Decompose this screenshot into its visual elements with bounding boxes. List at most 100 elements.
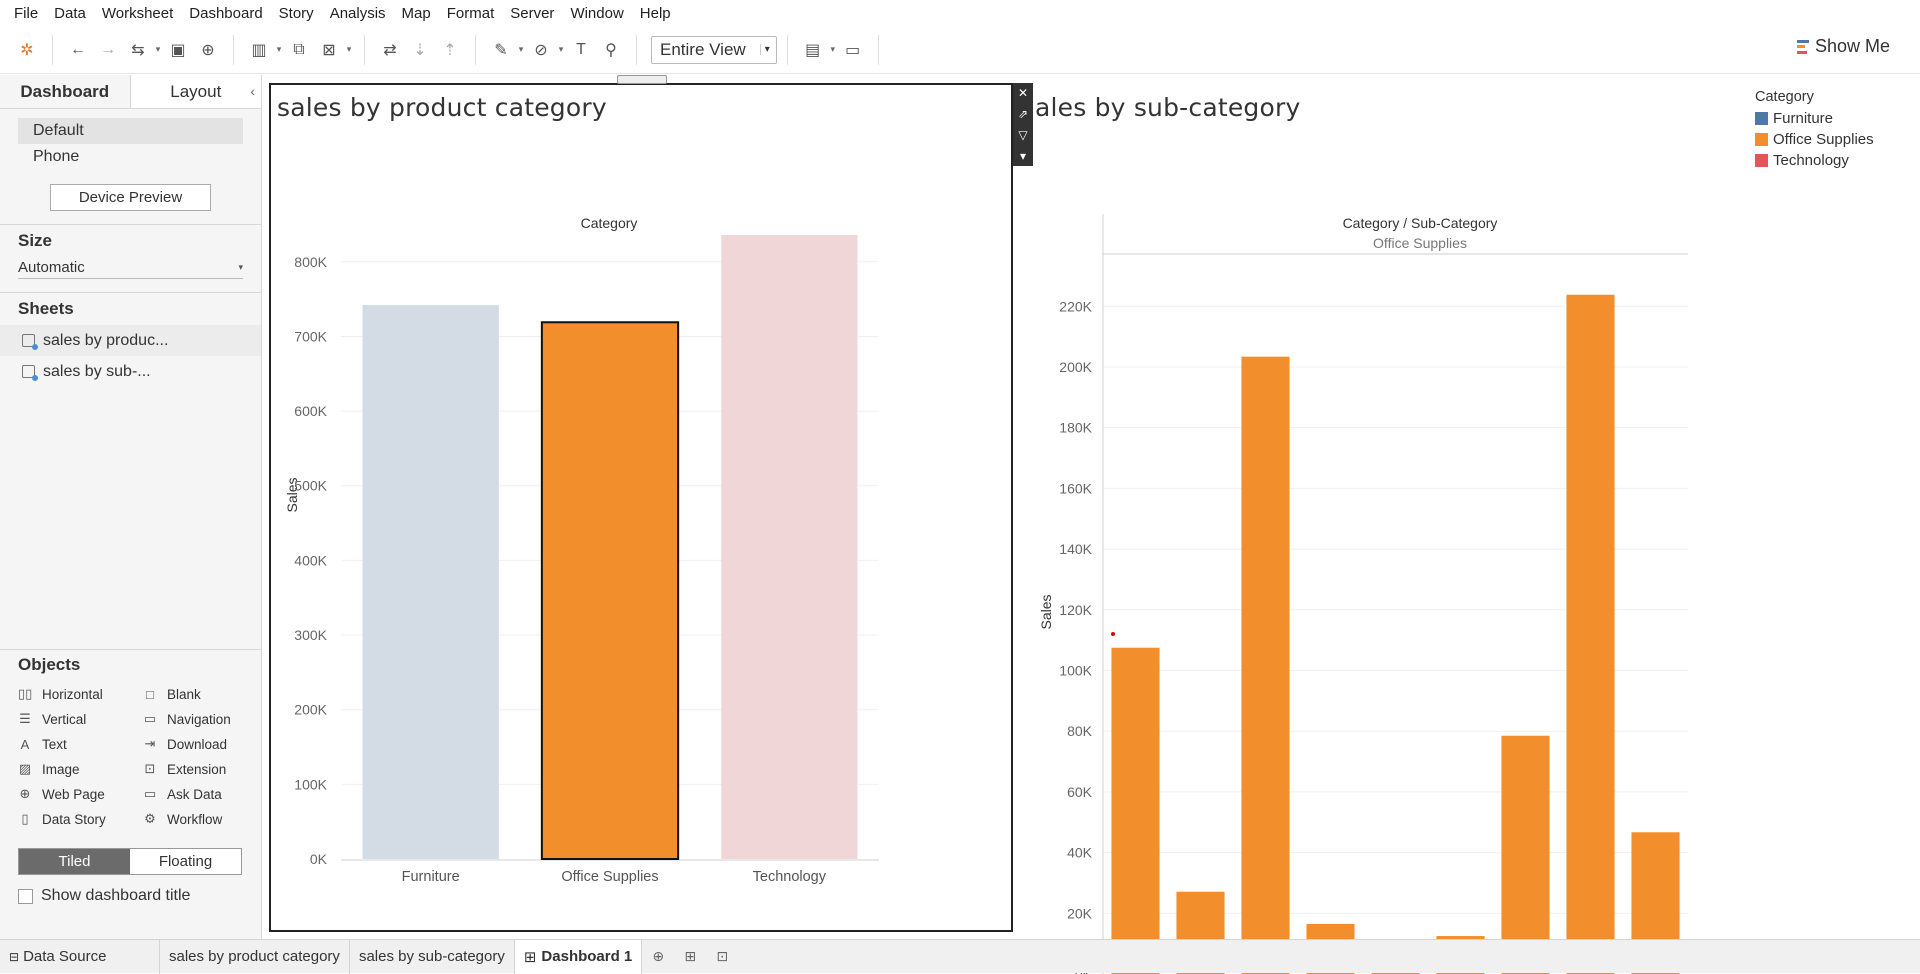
object-navigation[interactable]: ▭ Navigation	[143, 710, 268, 728]
fit-dropdown[interactable]: Entire View ▾	[651, 35, 777, 64]
object-web-page[interactable]: ⊕ Web Page	[18, 785, 143, 803]
legend-item[interactable]: Furniture	[1755, 108, 1915, 129]
new-worksheet-icon[interactable]: ▥	[251, 41, 267, 59]
size-dropdown[interactable]: Automatic ▾	[18, 257, 243, 279]
tableau-logo-icon[interactable]: ✲	[20, 41, 34, 59]
menu-server[interactable]: Server	[510, 4, 555, 22]
menu-worksheet[interactable]: Worksheet	[101, 4, 174, 22]
menu-format[interactable]: Format	[446, 4, 495, 22]
device-phone[interactable]: Phone	[33, 148, 80, 165]
floating-button[interactable]: Floating	[130, 849, 241, 874]
menu-help[interactable]: Help	[639, 4, 671, 22]
object-extension[interactable]: ⊡ Extension	[143, 760, 268, 778]
use-as-filter-icon[interactable]: ⇗	[1017, 107, 1029, 122]
object-vertical[interactable]: ☰ Vertical	[18, 710, 143, 728]
redo-icon[interactable]: →	[100, 40, 116, 58]
show-cards-icon[interactable]: ▤	[805, 41, 821, 59]
replay-dropdown-icon[interactable]: ▾	[155, 44, 161, 54]
download-icon: ⇥	[144, 736, 156, 751]
menu-analysis[interactable]: Analysis	[329, 4, 386, 22]
chart-sales-by-subcategory[interactable]: Category / Sub-Category Office Supplies …	[1013, 135, 1773, 974]
bar[interactable]	[540, 321, 680, 861]
highlight-dropdown-icon[interactable]: ▾	[518, 44, 524, 54]
legend-item[interactable]: Office Supplies	[1755, 129, 1915, 150]
menu-story[interactable]: Story	[278, 4, 314, 22]
sheet-item-sales-by-product[interactable]: sales by produc...	[0, 325, 261, 356]
menu-file[interactable]: File	[14, 4, 39, 22]
tiled-button[interactable]: Tiled	[19, 849, 130, 874]
menu-window[interactable]: Window	[570, 4, 624, 22]
show-title-checkbox[interactable]	[18, 888, 33, 904]
undo-icon[interactable]: ←	[70, 40, 86, 58]
tab-sheet-product[interactable]: sales by product category	[160, 939, 350, 974]
menu-dashboard[interactable]: Dashboard	[189, 4, 263, 22]
new-worksheet-dropdown-icon[interactable]: ▾	[276, 44, 282, 54]
swap-rows-columns-icon[interactable]: ⇄	[383, 41, 397, 59]
object-label: Extension	[167, 761, 227, 777]
bar[interactable]	[721, 234, 858, 860]
duplicate-sheet-icon[interactable]: ⧉	[293, 40, 305, 58]
presentation-mode-icon[interactable]: ▭	[845, 41, 861, 59]
new-data-source-icon[interactable]: ⊕	[201, 41, 215, 59]
drag-handle[interactable]	[617, 75, 667, 84]
show-me-button[interactable]: Show Me	[1796, 36, 1890, 57]
menu-map[interactable]: Map	[401, 4, 431, 22]
filter-icon[interactable]: ▽	[1018, 127, 1028, 142]
show-dashboard-title-option[interactable]: Show dashboard title	[18, 887, 262, 905]
close-icon[interactable]: ✕	[1017, 86, 1029, 101]
tab-dashboard[interactable]: Dashboard	[0, 75, 131, 108]
object-workflow[interactable]: ⚙ Workflow	[143, 810, 268, 828]
new-worksheet-icon[interactable]: ⊕	[652, 948, 665, 964]
y-tick-label: 220K	[1059, 298, 1092, 314]
pin-axes-icon[interactable]: ⚲	[605, 41, 617, 59]
object-horizontal[interactable]: ▯▯ Horizontal	[18, 685, 143, 703]
sort-ascending-icon[interactable]: ⇣	[413, 41, 427, 59]
collapse-panel-icon[interactable]: ‹	[250, 83, 255, 99]
tab-data-source[interactable]: ⊟ Data Source	[0, 939, 160, 974]
device-default[interactable]: Default	[18, 118, 243, 144]
category-legend[interactable]: Category Furniture Office Supplies Techn…	[1755, 89, 1915, 171]
menu-data[interactable]: Data	[54, 4, 86, 22]
chart2-y-ticks: 0K20K40K60K80K100K120K140K160K180K200K22…	[1059, 298, 1092, 974]
replay-icon[interactable]: ⇆	[131, 41, 145, 59]
bar[interactable]	[1566, 294, 1615, 974]
selected-zone-frame[interactable]	[269, 83, 1013, 932]
sheet-item-sales-by-sub[interactable]: sales by sub-...	[0, 356, 261, 387]
clear-sheet-dropdown-icon[interactable]: ▾	[346, 44, 352, 54]
new-dashboard-icon[interactable]: ⊞	[684, 948, 697, 964]
tab-sheet-subcategory[interactable]: sales by sub-category	[350, 939, 515, 974]
bar[interactable]	[1241, 356, 1290, 974]
object-ask-data[interactable]: ▭ Ask Data	[143, 785, 268, 803]
section-divider	[0, 649, 262, 650]
save-icon[interactable]: ▣	[170, 41, 186, 59]
object-data-story[interactable]: ▯ Data Story	[18, 810, 143, 828]
bar[interactable]	[362, 305, 499, 859]
y-tick-label: 700K	[294, 328, 327, 344]
object-download[interactable]: ⇥ Download	[143, 735, 268, 753]
objects-section: Objects ▯▯ Horizontal □ Blank ☰ Vertical ▭ N…	[0, 649, 262, 905]
y-tick-label: 100K	[294, 776, 327, 792]
tab-layout[interactable]: Layout	[130, 75, 261, 108]
new-story-icon[interactable]: ⊡	[716, 948, 729, 964]
web-page-icon: ⊕	[19, 786, 31, 801]
legend-item[interactable]: Technology	[1755, 150, 1915, 171]
show-cards-dropdown-icon[interactable]: ▾	[830, 44, 835, 54]
show-mark-labels-icon[interactable]: T	[576, 40, 586, 58]
highlight-icon[interactable]: ✎	[494, 41, 508, 59]
object-text[interactable]: A Text	[18, 735, 143, 753]
group-dropdown-icon[interactable]: ▾	[558, 44, 564, 54]
database-icon: ⊟	[9, 949, 20, 964]
object-image[interactable]: ▨ Image	[18, 760, 143, 778]
bar[interactable]	[1501, 735, 1550, 974]
more-options-icon[interactable]: ▾	[1019, 148, 1027, 163]
clear-sheet-icon[interactable]: ⊠	[322, 41, 336, 59]
device-preview-button[interactable]: Device Preview	[50, 184, 211, 211]
sort-descending-icon[interactable]: ⇡	[443, 41, 457, 59]
tab-dashboard-1[interactable]: ⊞ Dashboard 1	[514, 939, 643, 974]
bar[interactable]	[1111, 647, 1160, 974]
x-tick-label: Technology	[753, 869, 827, 885]
chart-sales-by-category[interactable]: Category Sales 0K 100K 200K 300K 400K 500K 600…	[271, 135, 1015, 915]
toolbar-divider	[877, 34, 879, 65]
group-members-icon[interactable]: ⊘	[534, 41, 548, 59]
object-blank[interactable]: □ Blank	[143, 685, 268, 703]
